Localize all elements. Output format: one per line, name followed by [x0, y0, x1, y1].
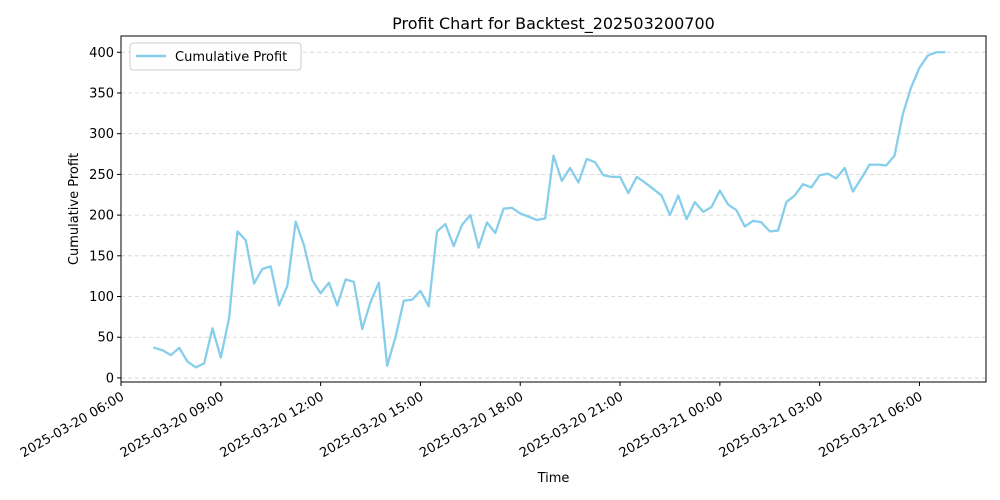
chart-title: Profit Chart for Backtest_202503200700 — [392, 14, 715, 34]
y-tick-label: 100 — [89, 290, 114, 305]
y-tick-label: 50 — [97, 331, 114, 346]
y-tick-label: 200 — [89, 209, 114, 224]
y-tick-label: 250 — [89, 168, 114, 183]
x-axis-label: Time — [537, 471, 570, 486]
cumulative-profit-line — [153, 51, 946, 369]
y-tick-label: 150 — [89, 249, 114, 264]
y-tick-label: 400 — [89, 46, 114, 61]
legend-label: Cumulative Profit — [175, 50, 287, 65]
legend: Cumulative Profit — [129, 42, 302, 71]
y-tick-label: 0 — [106, 371, 114, 386]
plot-frame — [120, 35, 987, 383]
legend-box — [129, 42, 302, 71]
y-tick-label: 300 — [89, 127, 114, 142]
series-layer — [153, 51, 946, 369]
y-axis: 0 50 100 150 200 250 300 350 400 — [89, 46, 121, 386]
y-axis-label: Cumulative Profit — [67, 153, 82, 265]
y-tick-label: 350 — [89, 86, 114, 101]
